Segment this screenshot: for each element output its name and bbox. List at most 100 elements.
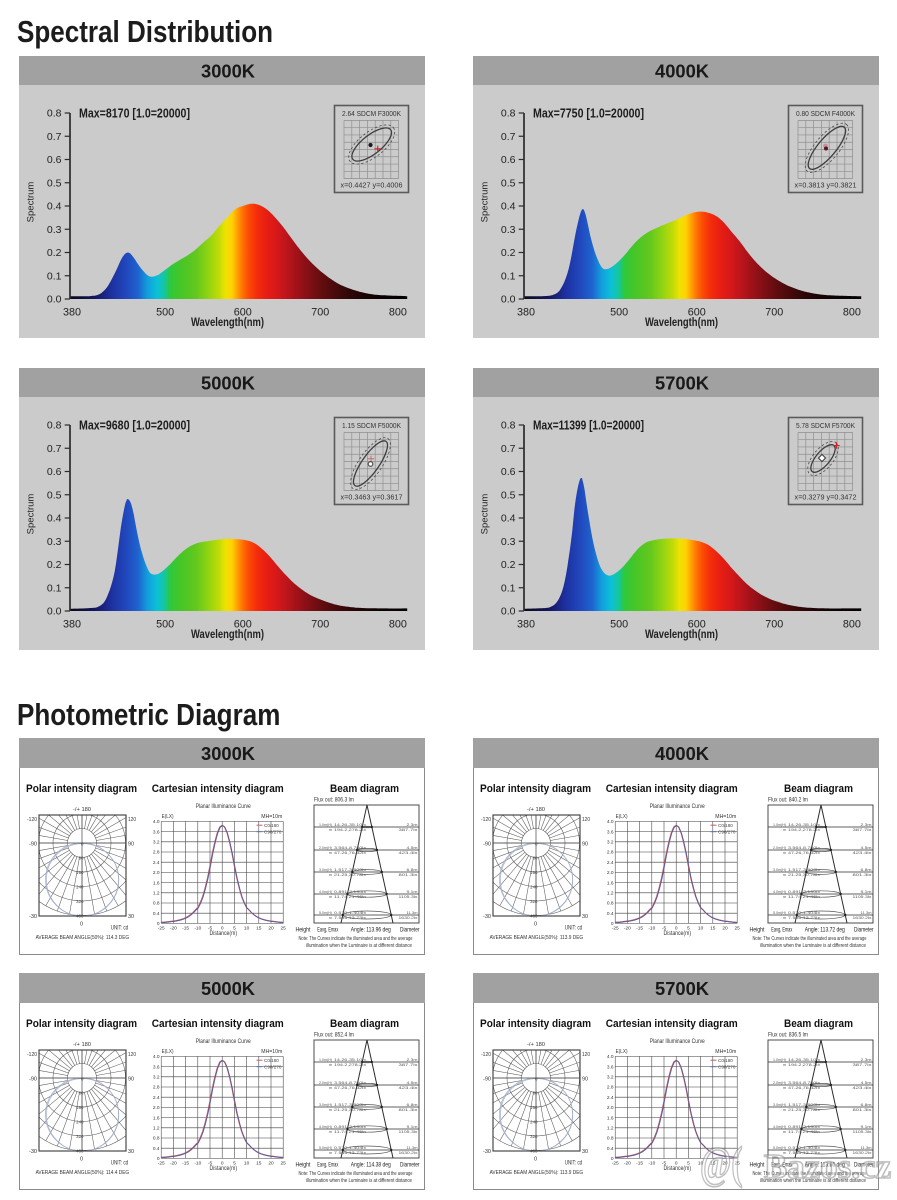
svg-text:2.3m: 2.3m <box>407 823 418 827</box>
svg-text:0: 0 <box>611 1156 614 1162</box>
svg-text:m: m <box>329 1130 332 1134</box>
svg-text:160: 160 <box>76 1105 84 1110</box>
svg-text:5: 5 <box>687 1161 690 1167</box>
svg-text:MH=10m: MH=10m <box>261 1049 282 1055</box>
svg-text:14.26-35.10lx: 14.26-35.10lx <box>334 1058 366 1062</box>
svg-text:0.5: 0.5 <box>47 489 62 501</box>
svg-text:0.8: 0.8 <box>47 420 62 432</box>
svg-text:0.8: 0.8 <box>501 108 516 120</box>
svg-text:Cartesian intensity diagram: Cartesian intensity diagram <box>606 783 738 795</box>
svg-text:Wavelength(nm): Wavelength(nm) <box>191 627 264 641</box>
svg-text:10: 10 <box>244 926 250 932</box>
svg-text:Beam diagram: Beam diagram <box>330 783 399 795</box>
svg-text:4.5m: 4.5m <box>861 846 872 850</box>
svg-text:1.2: 1.2 <box>607 1126 614 1132</box>
svg-text:423.4lx: 423.4lx <box>853 851 872 855</box>
svg-text:m: m <box>783 916 786 920</box>
svg-text:-5: -5 <box>208 1161 213 1167</box>
svg-text:3.6: 3.6 <box>153 1064 160 1070</box>
svg-text:Max=8170 [1.0=20000]: Max=8170 [1.0=20000] <box>79 105 190 120</box>
svg-text:0.80 SDCM F4000K: 0.80 SDCM F4000K <box>796 111 855 118</box>
svg-text:3000K: 3000K <box>201 744 255 764</box>
svg-text:21.25,30.78lx: 21.25,30.78lx <box>788 1108 820 1112</box>
svg-text:m: m <box>329 851 332 855</box>
svg-text:Height: Height <box>750 927 765 934</box>
svg-text:11.3m: 11.3m <box>861 911 872 915</box>
svg-text:Planar Illuminance Curve: Planar Illuminance Curve <box>650 804 706 810</box>
svg-text:2.0: 2.0 <box>607 1105 614 1111</box>
svg-text:1.2: 1.2 <box>607 891 614 897</box>
svg-text:801.3lx: 801.3lx <box>853 873 872 877</box>
svg-text:6.8m: 6.8m <box>861 868 872 872</box>
svg-text:Wavelength(nm): Wavelength(nm) <box>645 627 718 641</box>
svg-text:10: 10 <box>698 926 704 932</box>
svg-text:1.6: 1.6 <box>153 880 160 886</box>
svg-text:320: 320 <box>76 1134 84 1139</box>
svg-text:Eavg, Emax: Eavg, Emax <box>771 927 793 934</box>
svg-text:500: 500 <box>610 619 628 631</box>
svg-text:1630.2lx: 1630.2lx <box>853 916 872 920</box>
svg-text:5000K: 5000K <box>201 374 255 394</box>
svg-text:1630.2lx: 1630.2lx <box>399 1151 418 1155</box>
svg-text:2.0: 2.0 <box>153 1105 160 1111</box>
svg-text:0.5: 0.5 <box>501 489 516 501</box>
svg-text:1630.2lx: 1630.2lx <box>399 916 418 920</box>
svg-text:10: 10 <box>698 1161 704 1167</box>
svg-text:illumination when the Luminair: illumination when the Luminaire is at di… <box>306 1178 412 1184</box>
svg-text:Planar Illuminance Curve: Planar Illuminance Curve <box>196 804 252 810</box>
svg-text:0: 0 <box>675 926 678 932</box>
svg-text:240: 240 <box>76 884 84 889</box>
svg-text:90: 90 <box>582 841 588 847</box>
svg-text:4.0m(H): 4.0m(H) <box>773 1125 787 1129</box>
svg-text:Angle: 114.38 deg: Angle: 114.38 deg <box>351 1162 391 1169</box>
svg-text:20: 20 <box>722 926 728 932</box>
svg-text:3.0m(H): 3.0m(H) <box>773 868 787 872</box>
svg-text:3.6: 3.6 <box>153 829 160 835</box>
svg-text:Angle: 113.72 deg: Angle: 113.72 deg <box>805 927 845 934</box>
svg-text:30: 30 <box>128 914 134 920</box>
svg-text:14.26-35.10lx: 14.26-35.10lx <box>788 1058 820 1062</box>
svg-text:illumination when the Luminair: illumination when the Luminaire is at di… <box>306 943 412 949</box>
svg-text:Distance(m): Distance(m) <box>664 1166 692 1172</box>
svg-text:x=0.4427 y=0.4006: x=0.4427 y=0.4006 <box>341 183 403 190</box>
svg-text:0.4: 0.4 <box>47 201 62 213</box>
svg-text:14.26-35.10lx: 14.26-35.10lx <box>334 823 366 827</box>
svg-text:-120: -120 <box>27 1052 37 1058</box>
svg-text:0.2: 0.2 <box>501 559 516 571</box>
svg-text:0.0: 0.0 <box>501 606 516 618</box>
svg-text:80: 80 <box>533 1090 538 1095</box>
svg-text:UNIT: cd: UNIT: cd <box>111 926 129 932</box>
svg-text:C0/180: C0/180 <box>718 823 733 828</box>
svg-text:0: 0 <box>157 921 160 927</box>
svg-text:2.8: 2.8 <box>607 1085 614 1091</box>
svg-text:-30: -30 <box>483 1149 491 1155</box>
svg-text:0.4: 0.4 <box>501 513 516 525</box>
svg-text:0.3: 0.3 <box>47 224 62 236</box>
svg-text:0.3: 0.3 <box>47 536 62 548</box>
svg-text:7.536,13.73lx: 7.536,13.73lx <box>788 1151 820 1155</box>
svg-text:5.0m(H): 5.0m(H) <box>319 911 333 915</box>
svg-text:1.517-3.900lx: 1.517-3.900lx <box>334 1103 366 1107</box>
svg-text:UNIT: cd: UNIT: cd <box>565 926 583 932</box>
svg-text:2.0m(H): 2.0m(H) <box>773 1081 787 1085</box>
svg-text:-25: -25 <box>612 1161 619 1167</box>
svg-text:0.4: 0.4 <box>607 911 614 917</box>
svg-text:2.4: 2.4 <box>153 1095 160 1101</box>
svg-text:Flux out: 852.4 lm: Flux out: 852.4 lm <box>314 1033 354 1039</box>
svg-text:0.7: 0.7 <box>47 443 62 455</box>
svg-text:-90: -90 <box>29 841 37 847</box>
svg-text:7.536,13.73lx: 7.536,13.73lx <box>334 1151 366 1155</box>
svg-text:11.3m: 11.3m <box>407 1146 418 1150</box>
svg-text:194.2,278.2lx: 194.2,278.2lx <box>788 828 820 832</box>
svg-text:Angle: 113.96 deg: Angle: 113.96 deg <box>351 927 391 934</box>
svg-text:500: 500 <box>156 307 174 319</box>
svg-text:C0/180: C0/180 <box>264 823 279 828</box>
svg-text:1.0m(H): 1.0m(H) <box>773 1058 787 1062</box>
svg-text:80: 80 <box>533 855 538 860</box>
svg-text:Cartesian intensity diagram: Cartesian intensity diagram <box>606 1018 738 1030</box>
svg-text:-30: -30 <box>483 914 491 920</box>
svg-text:1.15 SDCM F5000K: 1.15 SDCM F5000K <box>342 423 401 430</box>
svg-text:4.0: 4.0 <box>153 819 160 825</box>
svg-text:3.0m(H): 3.0m(H) <box>319 1103 333 1107</box>
svg-text:m: m <box>329 1151 332 1155</box>
